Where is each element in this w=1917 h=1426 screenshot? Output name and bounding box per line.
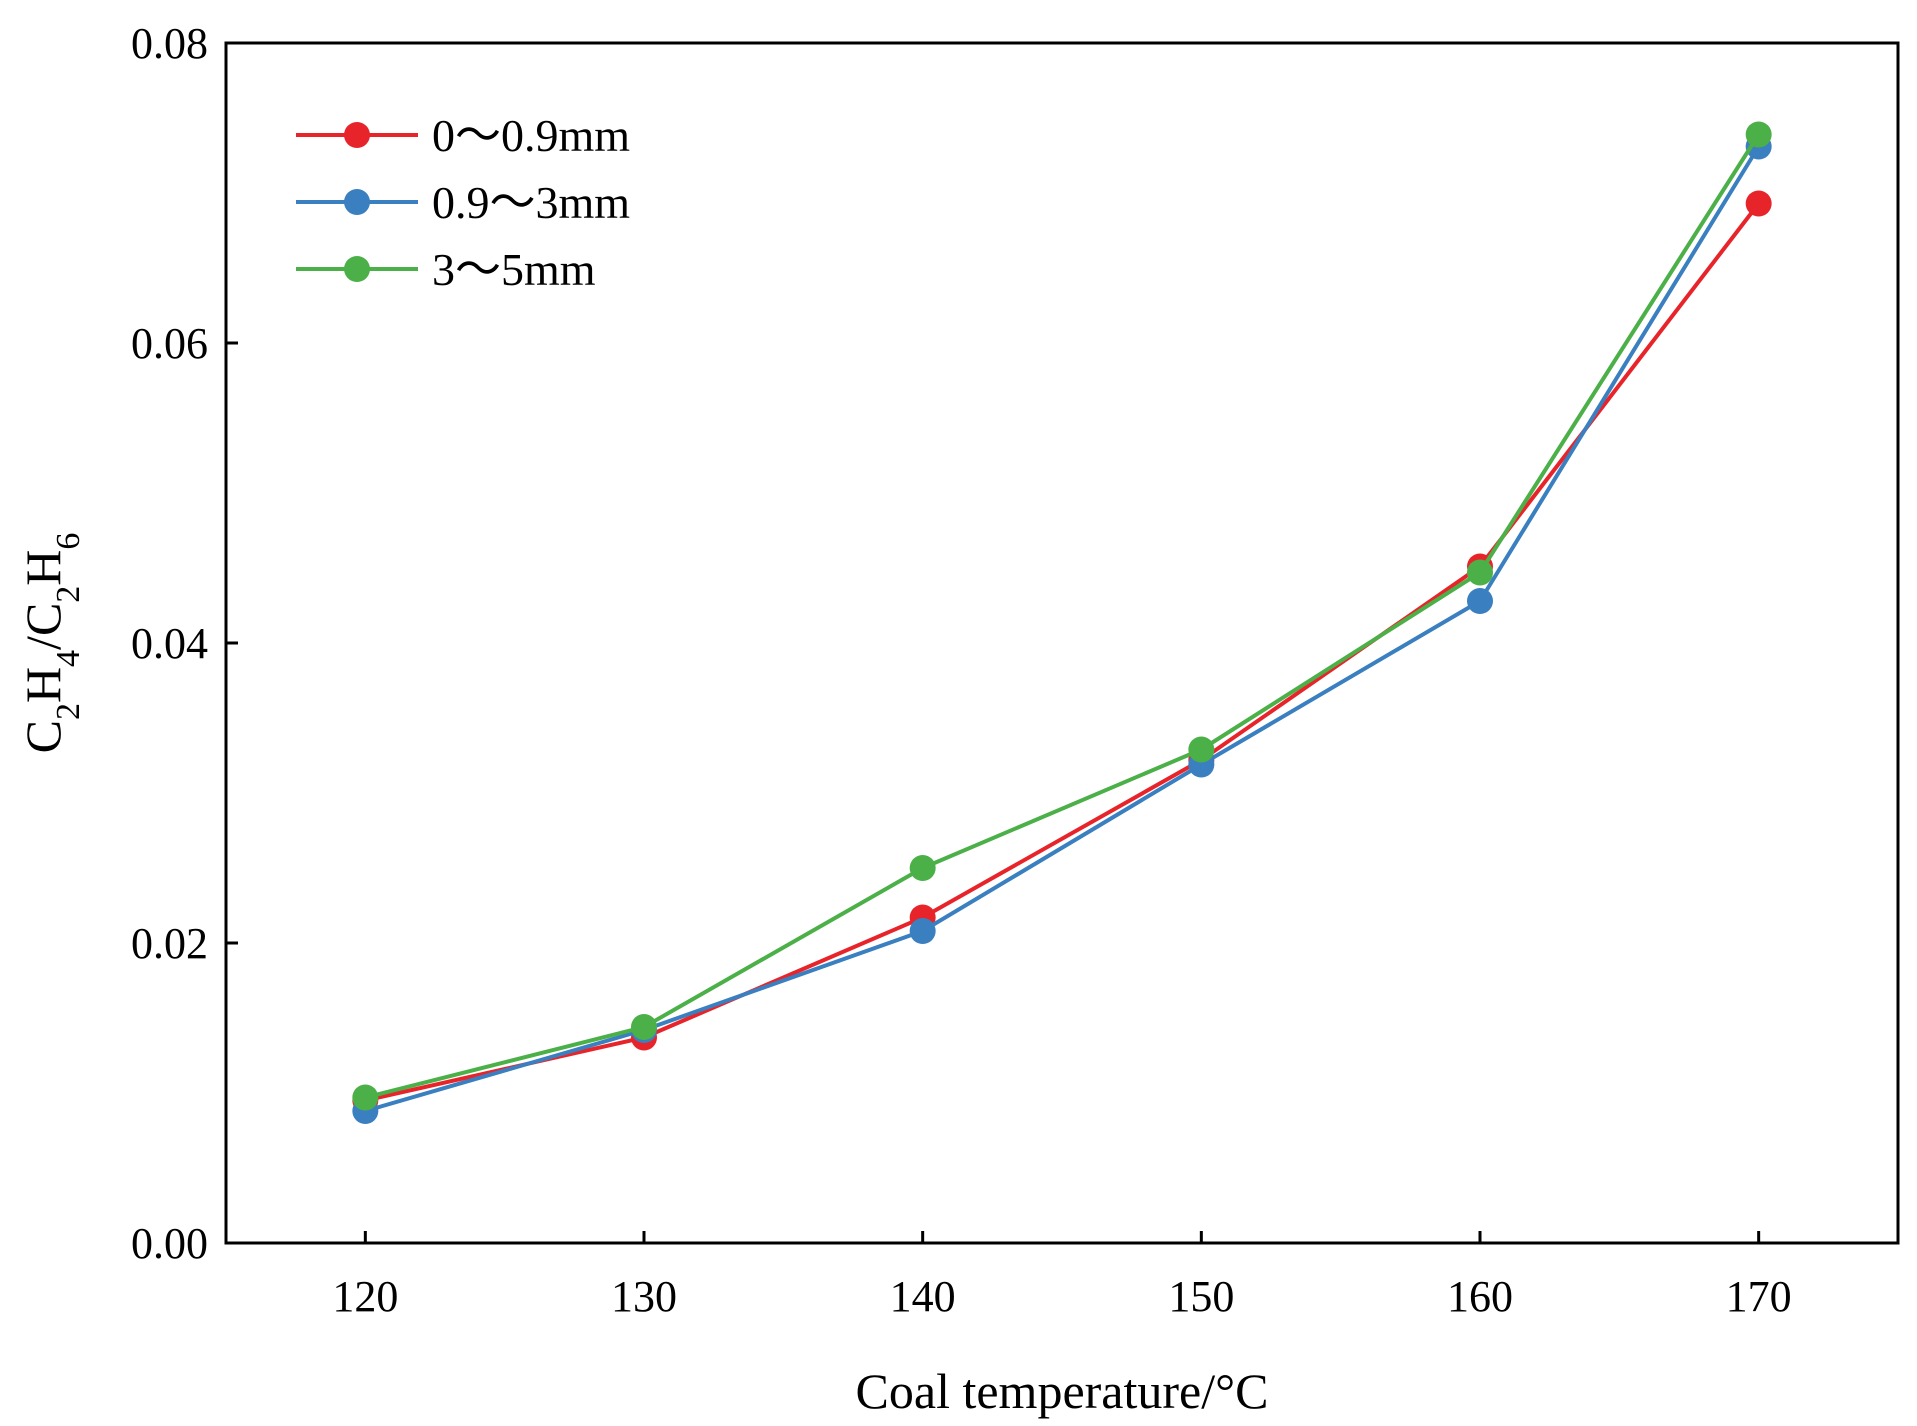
y-tick-label: 0.02 — [131, 919, 208, 968]
legend-label: 0.9～3mm — [432, 177, 630, 228]
y-axis: 0.00 0.02 0.04 0.06 0.08 — [131, 19, 238, 1268]
series-line — [364, 133, 1761, 1100]
data-point — [909, 855, 936, 881]
legend-item: 0.9～3mm — [296, 177, 630, 228]
y-axis-title-part: 2 — [50, 703, 87, 720]
legend-marker — [344, 189, 370, 215]
legend-marker — [344, 122, 370, 148]
legend-label: 3～5mm — [432, 244, 596, 295]
legend-marker — [344, 256, 370, 282]
data-point — [631, 1014, 657, 1040]
plot-series — [352, 121, 1772, 1124]
legend-item: 0～0.9mm — [296, 110, 630, 161]
y-tick-label: 0.00 — [131, 1219, 208, 1268]
data-point — [1467, 559, 1493, 586]
legend: 0～0.9mm 0.9～3mm 3～5mm — [296, 110, 630, 295]
y-axis-title: C2H4/C2H6 — [15, 533, 87, 754]
y-axis-title-part: /C — [15, 603, 71, 650]
y-axis-title-part: 4 — [50, 650, 87, 667]
y-tick-label: 0.06 — [131, 319, 208, 368]
x-tick-label: 120 — [332, 1272, 398, 1321]
data-point — [1467, 588, 1493, 614]
series-0 — [352, 190, 1772, 1114]
data-point — [1745, 190, 1772, 217]
y-axis-title-part: H — [15, 550, 71, 586]
x-axis-title: Coal temperature/°C — [856, 1363, 1269, 1419]
x-tick-label: 130 — [611, 1272, 677, 1321]
x-tick-label: 170 — [1726, 1272, 1792, 1321]
y-axis-title-part: C — [15, 720, 71, 753]
x-tick-label: 140 — [890, 1272, 956, 1321]
legend-item: 3～5mm — [296, 244, 596, 295]
data-point — [1188, 736, 1215, 763]
y-axis-title-part: 2 — [50, 586, 87, 603]
y-tick-label: 0.08 — [131, 19, 208, 68]
x-axis: 120 130 140 150 160 170 — [332, 1231, 1792, 1321]
data-point — [352, 1084, 379, 1111]
y-axis-title-part: H — [15, 667, 71, 703]
x-tick-label: 150 — [1168, 1272, 1234, 1321]
data-point — [909, 918, 936, 944]
series-line — [364, 145, 1761, 1113]
data-point — [1745, 121, 1772, 148]
legend-label: 0～0.9mm — [432, 110, 630, 161]
series-2 — [352, 121, 1772, 1111]
plot-frame — [224, 41, 1900, 1245]
x-tick-label: 160 — [1447, 1272, 1513, 1321]
y-axis-title-part: 6 — [50, 533, 87, 550]
series-line — [364, 202, 1761, 1103]
y-tick-label: 0.04 — [131, 619, 208, 668]
